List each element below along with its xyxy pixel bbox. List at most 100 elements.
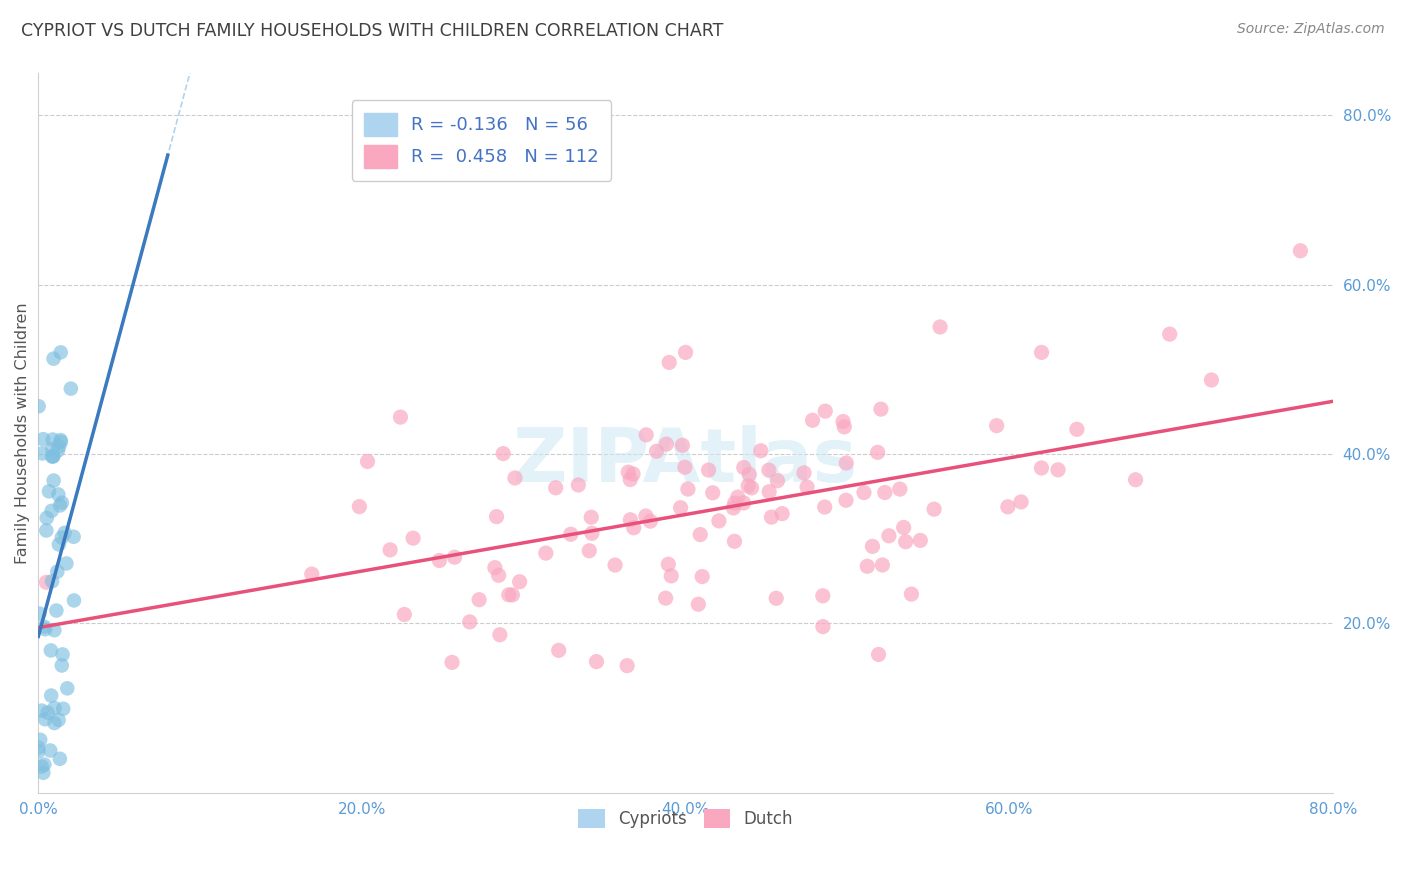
Point <box>489 628 512 642</box>
Point <box>689 527 711 541</box>
Point <box>929 320 952 334</box>
Point <box>619 513 641 527</box>
Point <box>51 648 73 662</box>
Point <box>34 622 56 636</box>
Legend: Cypriots, Dutch: Cypriots, Dutch <box>571 802 800 835</box>
Point <box>35 524 58 538</box>
Point <box>645 444 668 458</box>
Point <box>766 474 789 488</box>
Point <box>673 460 696 475</box>
Point <box>35 511 58 525</box>
Point <box>41 450 63 464</box>
Point <box>889 482 911 496</box>
Point <box>578 543 600 558</box>
Point <box>1047 463 1070 477</box>
Point <box>42 474 65 488</box>
Point <box>48 713 70 727</box>
Point <box>35 575 58 590</box>
Point <box>389 410 412 425</box>
Point <box>621 467 644 481</box>
Point <box>910 533 932 548</box>
Point <box>770 507 793 521</box>
Point <box>986 418 1008 433</box>
Point <box>49 433 72 447</box>
Point <box>34 712 56 726</box>
Point <box>922 502 945 516</box>
Point <box>49 752 72 766</box>
Point <box>619 473 641 487</box>
Point <box>28 607 51 621</box>
Point <box>702 485 724 500</box>
Point <box>832 420 855 434</box>
Point <box>27 399 49 413</box>
Point <box>707 514 730 528</box>
Point <box>32 765 55 780</box>
Point <box>31 759 53 773</box>
Point <box>737 479 759 493</box>
Point <box>758 484 780 499</box>
Text: CYPRIOT VS DUTCH FAMILY HOUSEHOLDS WITH CHILDREN CORRELATION CHART: CYPRIOT VS DUTCH FAMILY HOUSEHOLDS WITH … <box>21 22 724 40</box>
Point <box>560 527 582 541</box>
Point <box>741 481 763 495</box>
Point <box>38 484 60 499</box>
Point <box>501 588 523 602</box>
Point <box>498 588 520 602</box>
Y-axis label: Family Households with Children: Family Households with Children <box>15 302 30 564</box>
Point <box>468 592 491 607</box>
Point <box>52 702 75 716</box>
Point <box>870 402 893 417</box>
Point <box>492 446 515 460</box>
Point <box>44 623 66 637</box>
Point <box>1010 495 1032 509</box>
Point <box>723 500 745 515</box>
Point <box>862 540 884 554</box>
Point <box>441 656 464 670</box>
Text: Source: ZipAtlas.com: Source: ZipAtlas.com <box>1237 22 1385 37</box>
Point <box>49 434 72 449</box>
Point <box>429 553 451 567</box>
Point <box>873 485 896 500</box>
Point <box>51 658 73 673</box>
Point <box>697 463 720 477</box>
Point <box>654 591 676 606</box>
Point <box>877 529 900 543</box>
Point <box>765 591 787 606</box>
Point <box>48 439 70 453</box>
Point <box>45 603 67 617</box>
Point <box>581 510 603 524</box>
Point <box>761 510 783 524</box>
Point <box>603 558 626 572</box>
Point <box>1031 461 1053 475</box>
Point <box>814 404 837 418</box>
Point <box>657 558 679 572</box>
Point <box>796 480 818 494</box>
Point <box>567 478 589 492</box>
Point <box>31 704 53 718</box>
Point <box>814 500 837 514</box>
Point <box>41 442 63 456</box>
Point <box>63 593 86 607</box>
Point <box>55 557 77 571</box>
Point <box>723 534 745 549</box>
Point <box>1031 345 1053 359</box>
Point <box>671 438 693 452</box>
Point <box>617 465 640 479</box>
Point <box>727 490 749 504</box>
Point <box>53 525 76 540</box>
Point <box>835 493 858 508</box>
Point <box>27 744 49 758</box>
Point <box>658 355 681 369</box>
Point <box>793 466 815 480</box>
Point <box>835 456 858 470</box>
Point <box>893 520 915 534</box>
Point <box>503 471 526 485</box>
Point <box>34 757 56 772</box>
Point <box>32 432 55 446</box>
Point <box>1201 373 1223 387</box>
Point <box>458 615 481 629</box>
Point <box>46 565 69 579</box>
Point <box>42 351 65 366</box>
Point <box>811 589 834 603</box>
Point <box>856 559 879 574</box>
Point <box>811 619 834 633</box>
